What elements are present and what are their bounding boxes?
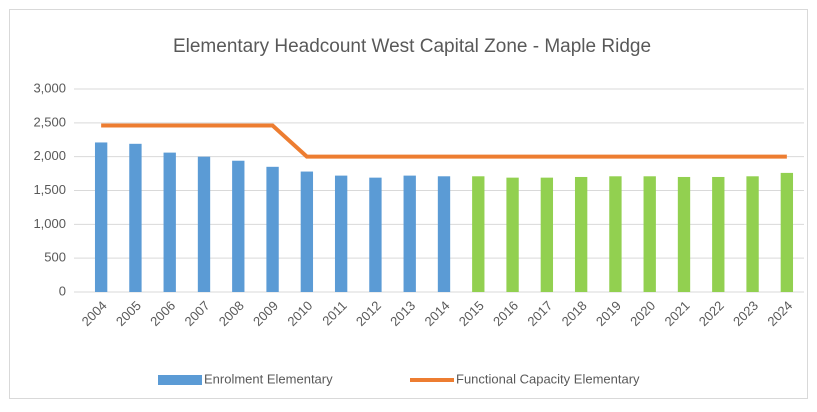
bar [334,175,348,292]
bar [472,176,485,292]
y-tick-label: 1,000 [33,216,66,231]
bar [677,176,691,292]
bar [780,172,794,292]
line [101,123,787,159]
bar [609,176,622,292]
bar [506,177,519,292]
bar [197,156,211,292]
bar [94,142,108,292]
y-tick-label: 0 [59,283,66,298]
bar [540,177,554,292]
bar [266,166,279,292]
y-tick-label: 2,000 [33,148,66,163]
bar [643,176,656,292]
y-tick-label: 1,500 [33,182,66,197]
legend-swatch [158,375,202,385]
bar [300,171,314,292]
bar [712,176,725,292]
bar [746,176,759,292]
chart-title: Elementary Headcount West Capital Zone -… [173,36,651,57]
legend-label: Enrolment Elementary [204,371,333,386]
y-tick-label: 2,500 [33,114,66,129]
bar [129,143,142,292]
legend-label: Functional Capacity Elementary [456,371,640,386]
y-tick-label: 3,000 [33,80,66,95]
bar [574,176,588,292]
bar [403,175,416,292]
bar [437,176,451,292]
bar [232,160,245,292]
y-tick-label: 500 [44,250,66,265]
bar [369,177,382,292]
bar [163,152,176,292]
